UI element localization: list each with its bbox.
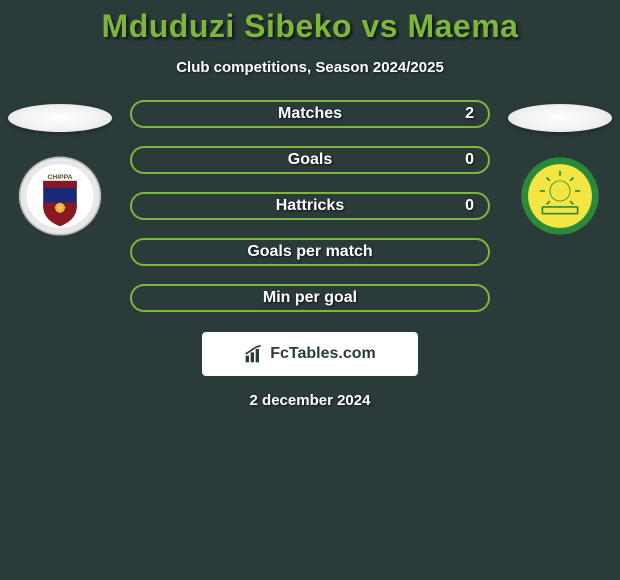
brand-text: FcTables.com <box>270 345 376 363</box>
right-player-column <box>500 104 620 238</box>
brand-footer[interactable]: FcTables.com <box>202 332 418 376</box>
right-club-badge <box>515 154 605 238</box>
left-club-badge: CHIPPA <box>15 154 105 238</box>
stat-row-goals-per-match: Goals per match <box>130 238 490 266</box>
stat-label: Goals <box>288 151 332 169</box>
right-player-avatar <box>508 104 612 132</box>
stat-value-right: 2 <box>465 105 474 123</box>
sundowns-badge-icon <box>515 154 605 238</box>
left-player-column: CHIPPA <box>0 104 120 238</box>
subtitle: Club competitions, Season 2024/2025 <box>0 59 620 76</box>
svg-text:CHIPPA: CHIPPA <box>48 174 73 181</box>
left-player-avatar <box>8 104 112 132</box>
stat-value-right: 0 <box>465 197 474 215</box>
stat-value-right: 0 <box>465 151 474 169</box>
stat-row-hattricks: Hattricks 0 <box>130 192 490 220</box>
stat-label: Goals per match <box>247 243 372 261</box>
stat-label: Hattricks <box>276 197 344 215</box>
stat-label: Min per goal <box>263 289 357 307</box>
date-line: 2 december 2024 <box>0 392 620 409</box>
stats-column: Matches 2 Goals 0 Hattricks 0 Goals per … <box>120 100 500 312</box>
chippa-badge-icon: CHIPPA <box>15 154 105 238</box>
stat-row-goals: Goals 0 <box>130 146 490 174</box>
stat-row-matches: Matches 2 <box>130 100 490 128</box>
main-row: CHIPPA Matches 2 Goals 0 Hattricks 0 Goa… <box>0 104 620 312</box>
stat-row-min-per-goal: Min per goal <box>130 284 490 312</box>
bar-chart-icon <box>244 344 264 364</box>
page-title: Mduduzi Sibeko vs Maema <box>0 8 620 45</box>
stat-label: Matches <box>278 105 342 123</box>
comparison-card: Mduduzi Sibeko vs Maema Club competition… <box>0 0 620 409</box>
